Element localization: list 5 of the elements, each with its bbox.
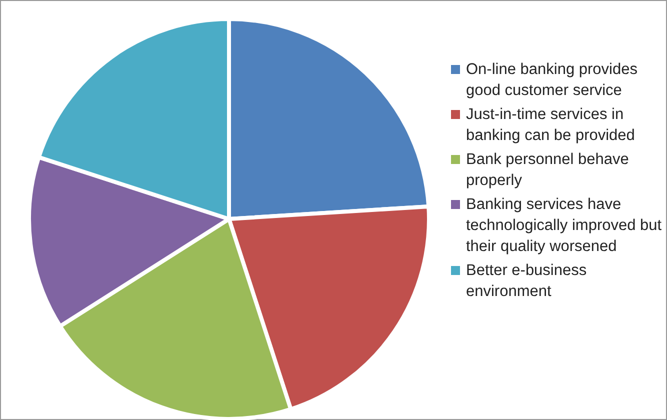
legend-label: On-line banking provides good customer service <box>466 60 638 101</box>
legend-label: Better e-business environment <box>466 261 588 302</box>
legend-label: Bank personnel behave properly <box>466 150 630 191</box>
legend-label: Just-in-time services in banking can be provided <box>466 105 636 146</box>
legend-label: Banking services have technologically improved but their quality worsened <box>466 195 663 257</box>
